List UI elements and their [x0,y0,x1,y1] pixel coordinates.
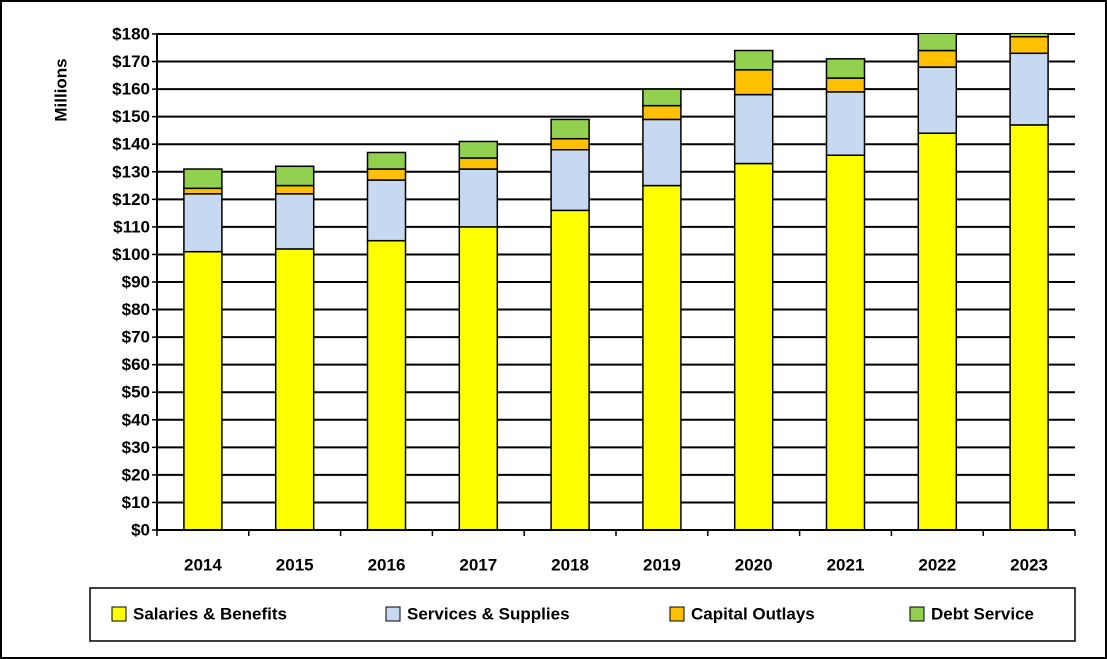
x-tick-label: 2015 [276,555,314,574]
bar-segment [274,165,315,187]
y-tick-label: $60 [122,355,150,374]
bar-segment [1009,124,1049,531]
legend-label: Salaries & Benefits [133,604,287,623]
x-tick-label: 2019 [643,555,681,574]
bar-segment [1009,34,1049,38]
y-tick-label: $160 [112,80,150,99]
y-tick-label: $40 [122,410,150,429]
y-tick-label: $20 [122,465,150,484]
bar-segment [183,168,223,190]
x-tick-label: 2018 [551,555,589,574]
bar-segment [1009,36,1049,55]
bars [183,34,1049,531]
x-tick-label: 2016 [368,555,406,574]
y-tick-label: $50 [122,383,150,402]
legend: Salaries & Benefits Services & Supplies Ca… [111,604,1034,623]
bar-segment [366,168,407,181]
bar-segment [274,193,315,250]
bar-segment [183,187,223,195]
bar-segment [917,132,958,531]
y-tick-label: $170 [112,52,150,71]
y-tick-label: $70 [122,328,150,347]
legend-swatch [909,606,925,622]
x-tick-label: 2017 [459,555,497,574]
y-tick-label: $80 [122,300,150,319]
bar-segment [366,239,407,531]
y-tick-label: $130 [112,162,150,181]
y-tick-label: $10 [122,493,150,512]
bar-segment [917,49,958,68]
bar-segment [642,118,682,187]
x-tick-label: 2014 [184,555,222,574]
bar-segment [917,34,958,52]
bar-segment [183,193,223,253]
bar-segment [642,88,682,107]
bar-segment [458,140,499,159]
y-tick-label: $150 [112,107,150,126]
x-tick-label: 2020 [735,555,773,574]
bar-segment [550,148,590,212]
legend-label: Debt Service [931,604,1034,623]
bar-segment [642,184,682,531]
y-tick-label: $0 [131,520,150,539]
bar-segment [825,77,866,93]
bar-segment [550,137,590,151]
bar-segment [733,49,774,71]
bar-segment [1009,52,1049,126]
bar-segment [642,104,682,121]
bar-segment [733,162,774,531]
bar-segment [733,69,774,96]
bar-segment [274,184,315,195]
bar-segment [825,154,866,531]
x-tick-label: 2021 [827,555,865,574]
y-tick-label: $90 [122,272,150,291]
legend-swatch [111,606,127,622]
bar-segment [825,58,866,79]
y-tick-label: $30 [122,438,150,457]
y-tick-label: $140 [112,135,150,154]
axes: $0 $10 $20 $30 $40 $50 $60 $70 $80 $90 $100 $110 $12… [112,24,1076,574]
bar-segment [825,91,866,156]
bar-segment [550,209,590,531]
bar-segment [550,118,590,140]
y-axis-label: Millions [51,58,70,121]
legend-label: Capital Outlays [691,604,815,623]
bar-segment [917,66,958,134]
bar-segment [274,248,315,531]
bar-segment [183,250,223,531]
bar-segment [366,151,407,170]
x-tick-label: 2023 [1010,555,1048,574]
bar-segment [733,93,774,165]
legend-swatch [669,606,685,622]
legend-swatch [385,606,401,622]
bar-segment [458,226,499,531]
x-tick-label: 2022 [918,555,956,574]
y-tick-label: $120 [112,190,150,209]
bar-segment [458,168,499,228]
y-tick-label: $110 [113,217,150,236]
y-tick-label: $100 [112,245,150,264]
legend-label: Services & Supplies [407,604,570,623]
bar-segment [458,157,499,170]
bar-segment [366,179,407,242]
y-tick-label: $180 [112,24,150,43]
